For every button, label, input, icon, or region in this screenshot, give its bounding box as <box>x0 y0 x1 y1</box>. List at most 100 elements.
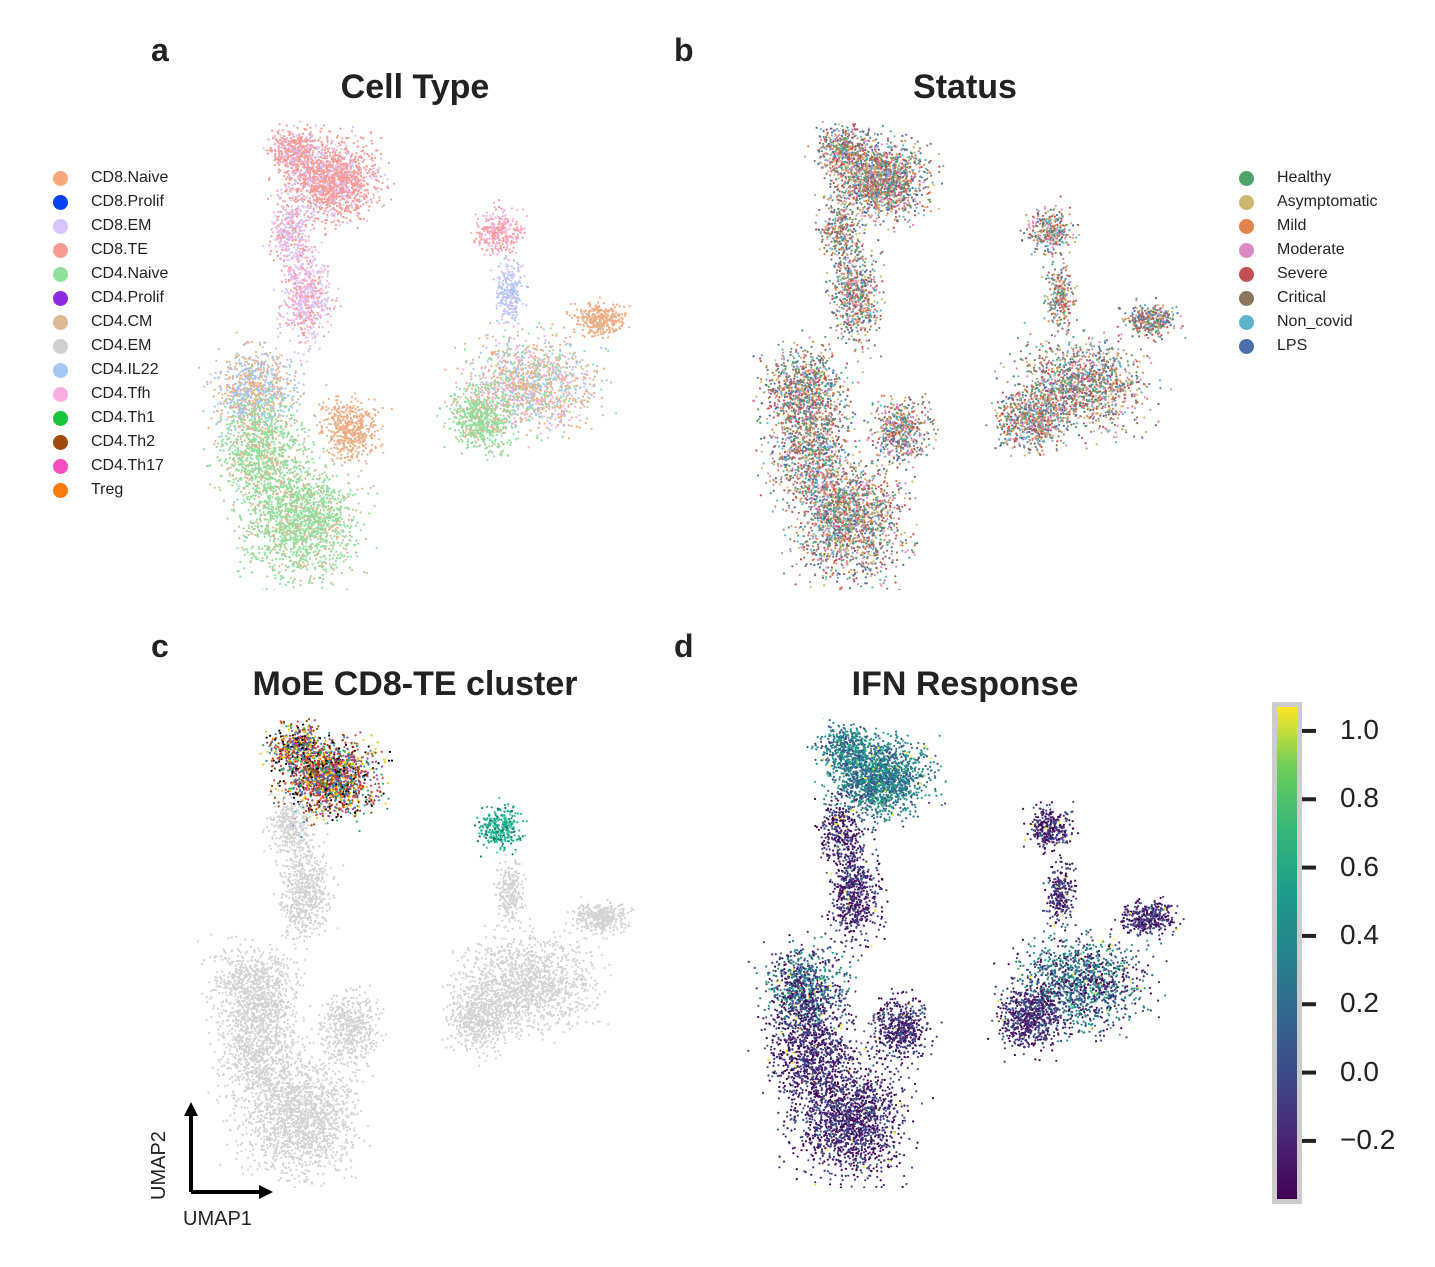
umap-point <box>337 201 340 204</box>
umap-point <box>300 328 303 331</box>
umap-point <box>374 414 377 417</box>
umap-point <box>293 383 296 387</box>
umap-point <box>369 130 372 134</box>
umap-point <box>279 169 282 172</box>
umap-point <box>293 147 296 150</box>
umap-point <box>245 340 249 343</box>
umap-point <box>296 246 300 249</box>
umap-point <box>274 347 277 350</box>
umap-point <box>354 449 357 452</box>
umap-point <box>320 408 323 411</box>
umap-point <box>345 407 348 410</box>
umap-point <box>210 417 213 420</box>
umap-point <box>286 136 289 139</box>
umap-point <box>280 233 283 236</box>
umap-point <box>307 248 310 251</box>
umap-point <box>331 458 334 461</box>
umap-point <box>276 216 279 219</box>
umap-point <box>294 243 298 247</box>
umap-point <box>362 217 365 220</box>
umap-point <box>311 336 314 339</box>
umap-point <box>334 305 337 308</box>
umap-point <box>345 216 348 220</box>
umap-point <box>229 401 232 404</box>
umap-point <box>292 150 295 153</box>
umap-point <box>336 434 339 438</box>
umap-point <box>355 180 358 183</box>
umap-point <box>339 224 342 227</box>
umap-point <box>337 405 340 408</box>
umap-point <box>279 331 282 335</box>
umap-point <box>327 163 330 167</box>
umap-point <box>303 431 307 434</box>
umap-point <box>287 185 290 188</box>
umap-point <box>305 206 308 209</box>
umap-point <box>285 178 288 181</box>
umap-point <box>320 149 323 152</box>
umap-point <box>235 354 238 357</box>
umap-point <box>357 475 360 478</box>
umap-point <box>347 495 350 498</box>
umap-point <box>248 372 251 375</box>
umap-point <box>295 297 298 300</box>
umap-point <box>327 185 330 188</box>
umap-point <box>326 265 329 268</box>
umap-point <box>228 363 232 366</box>
umap-point <box>369 198 373 201</box>
umap-point <box>280 269 283 272</box>
umap-point <box>329 494 333 497</box>
umap-point <box>312 150 315 153</box>
umap-point <box>366 453 369 456</box>
umap-point <box>362 149 365 152</box>
umap-point <box>306 152 309 155</box>
umap-point <box>274 226 277 229</box>
umap-point <box>362 146 365 149</box>
umap-point <box>271 565 274 568</box>
umap-point <box>286 312 289 315</box>
umap-point <box>286 192 289 195</box>
umap-point <box>340 158 343 161</box>
umap-point <box>282 259 286 262</box>
umap-point <box>286 378 289 381</box>
umap-point <box>308 577 311 580</box>
umap-point <box>287 205 290 208</box>
umap-point <box>311 223 314 226</box>
umap-point <box>279 196 282 200</box>
umap-point <box>246 387 249 390</box>
umap-point <box>287 212 290 216</box>
umap-point <box>306 325 309 328</box>
umap-point <box>325 161 328 164</box>
umap-point <box>310 291 313 294</box>
umap-point <box>311 264 314 267</box>
umap-point <box>286 324 289 327</box>
umap-point <box>256 384 259 387</box>
umap-point <box>285 466 289 470</box>
umap-point <box>317 150 320 154</box>
umap-point <box>321 578 325 581</box>
umap-point <box>324 418 327 421</box>
umap-point <box>226 394 230 397</box>
umap-point <box>250 363 253 366</box>
umap-point <box>233 529 236 533</box>
umap-point <box>327 150 330 153</box>
umap-point <box>343 162 346 165</box>
umap-point <box>297 334 300 338</box>
umap-point <box>316 290 319 293</box>
umap-point <box>296 146 299 150</box>
umap-point <box>356 172 359 175</box>
umap-point <box>268 499 271 502</box>
umap-point <box>295 166 298 169</box>
umap-point <box>291 161 294 164</box>
umap-point <box>351 447 355 451</box>
umap-point <box>278 475 282 478</box>
umap-point <box>238 525 241 528</box>
umap-point <box>348 205 351 208</box>
umap-point <box>262 392 266 395</box>
umap-point <box>278 558 282 561</box>
umap-point <box>283 274 286 277</box>
umap-point <box>331 529 334 532</box>
umap-point <box>308 197 312 200</box>
umap-point <box>276 317 279 320</box>
umap-point <box>257 402 260 405</box>
umap-point <box>309 326 312 329</box>
